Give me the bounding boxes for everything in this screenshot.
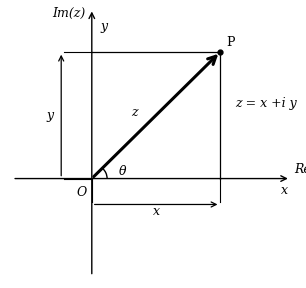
Text: O: O [77,186,87,199]
Text: θ: θ [119,165,126,178]
Text: x: x [153,205,159,218]
Text: z: z [131,106,138,119]
Text: y: y [100,20,108,33]
Text: z = x +i y: z = x +i y [235,97,297,110]
Text: y: y [47,109,54,122]
Text: P: P [226,36,235,49]
Text: Im(z): Im(z) [52,7,86,20]
Text: Re(z): Re(z) [294,163,306,177]
Text: x: x [281,183,288,197]
